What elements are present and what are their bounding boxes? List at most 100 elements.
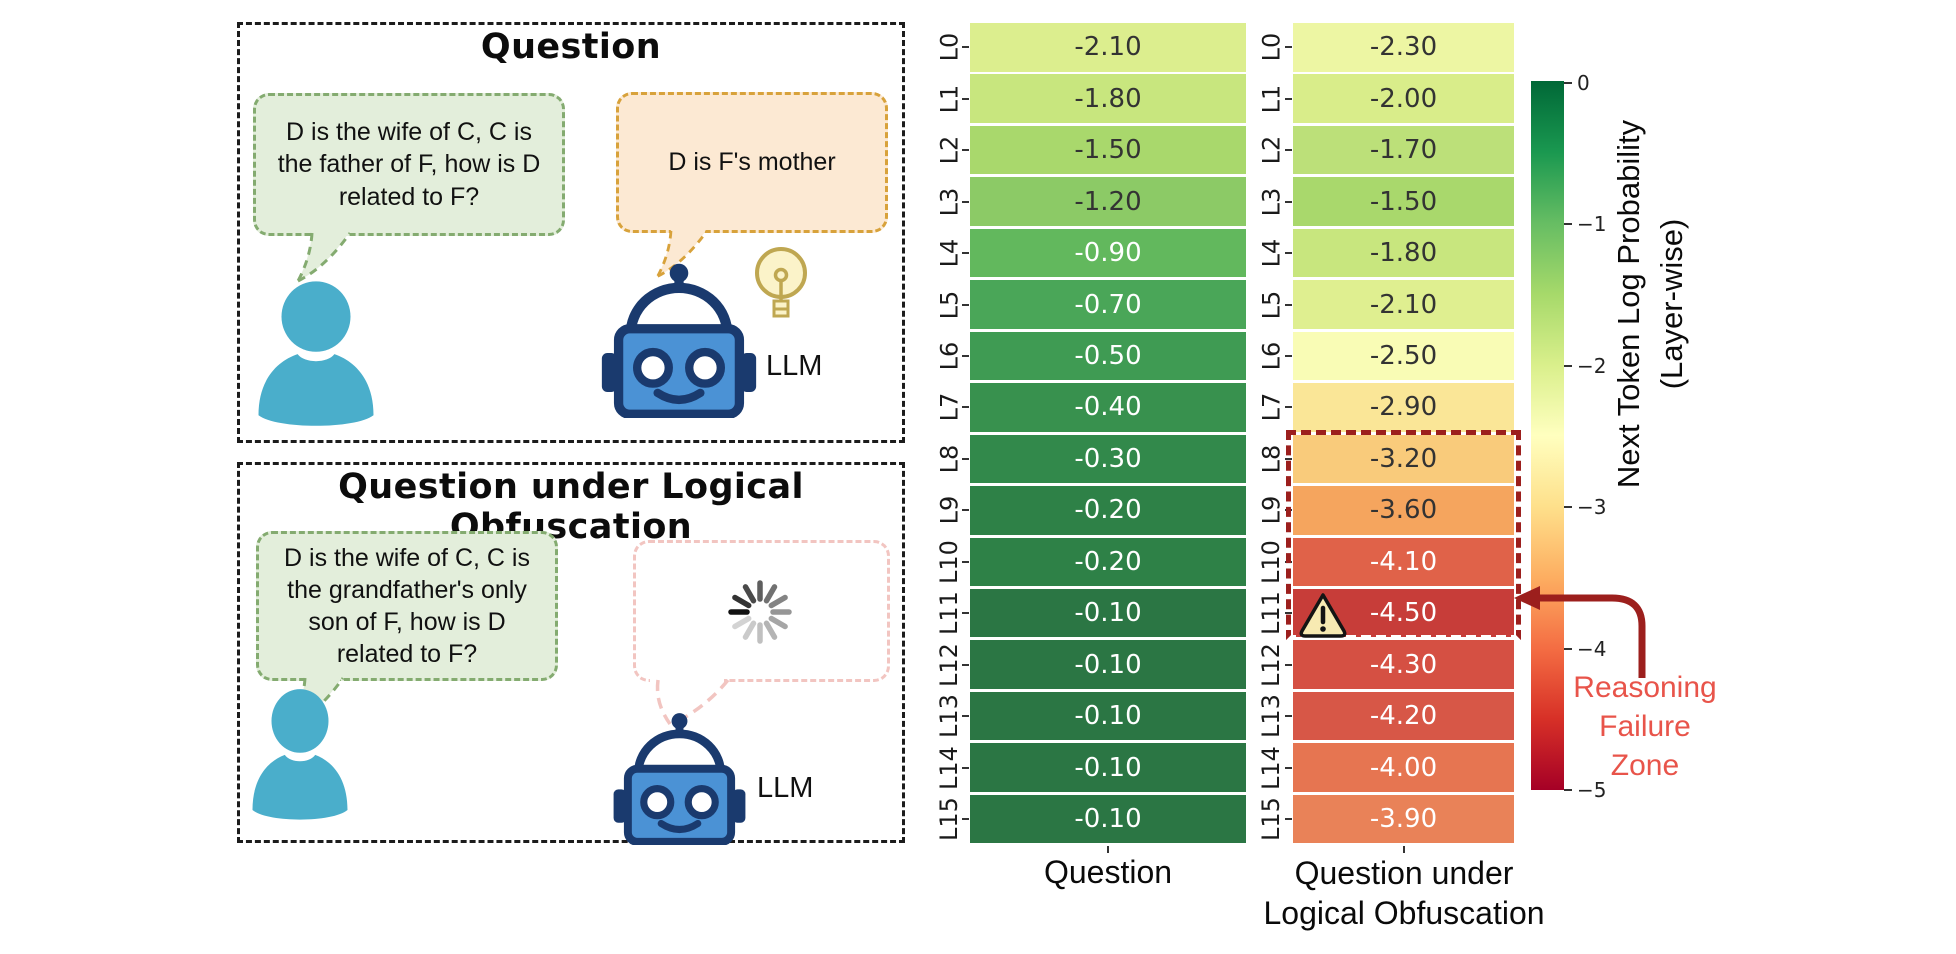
colorbar-tick-label: 0 [1577, 71, 1590, 95]
heatmap-cell: -1.50 [970, 125, 1246, 175]
row-label: L15 [935, 797, 964, 841]
row-label: L12 [1257, 642, 1286, 687]
spinner-spoke [742, 584, 757, 604]
axis-tick [962, 560, 969, 563]
heatmap-cell: -3.60 [1293, 486, 1514, 535]
user-question-text: D is the wife of C, C is the father of F… [277, 117, 541, 211]
row-label: L5 [1256, 290, 1285, 319]
heatmap-cell: -2.10 [970, 23, 1246, 72]
llm-answer-bubble: D is F's mother [616, 92, 888, 233]
heatmap-cell: -3.20 [1293, 434, 1514, 484]
colorbar-tick-label: −1 [1577, 212, 1607, 237]
axis-tick [962, 406, 969, 409]
axis-tick [1285, 97, 1292, 100]
colorbar-tick [1564, 506, 1572, 509]
x-axis-label-obfuscated-line2: Logical Obfuscation [1263, 895, 1545, 931]
heatmap-cell: -1.80 [970, 74, 1246, 123]
axis-tick [962, 46, 969, 49]
row-label: L2 [1256, 135, 1285, 165]
axis-tick [1285, 303, 1292, 306]
row-label: L14 [1257, 745, 1286, 790]
row-label: L15 [1257, 797, 1286, 841]
colorbar-tick [1564, 82, 1572, 84]
user-obfuscated-bubble: D is the wife of C, C is the grandfather… [256, 531, 558, 681]
row-label: L4 [1256, 238, 1285, 268]
row-label: L2 [934, 135, 963, 165]
colorbar-tick-label: −5 [1577, 778, 1607, 802]
warning-icon [1299, 593, 1347, 638]
heatmap-cell: -2.50 [1293, 331, 1514, 381]
row-label: L0 [1256, 32, 1285, 62]
axis-tick [962, 818, 969, 820]
colorbar-tick-label: −3 [1577, 495, 1607, 520]
row-label: L6 [934, 341, 963, 371]
heatmap-cell: -0.20 [970, 486, 1246, 535]
speech-bubble-tail [296, 231, 352, 283]
reasoning-failure-line2: Failure [1599, 710, 1691, 743]
row-label: L10 [935, 539, 964, 584]
colorbar-title-line1: Next Token Log Probability [1611, 119, 1646, 489]
row-label: L13 [1257, 694, 1286, 739]
reasoning-failure-zone-label: Reasoning Failure Zone [1545, 668, 1745, 785]
axis-tick [962, 715, 969, 718]
row-label: L0 [934, 32, 963, 62]
user-icon [243, 687, 357, 827]
axis-tick [1285, 663, 1292, 666]
row-label: L11 [1257, 591, 1286, 636]
question-panel-title: Question [480, 27, 662, 67]
axis-tick [1285, 149, 1292, 152]
heatmap-cell: -4.00 [1293, 743, 1514, 792]
heatmap-cell: -2.10 [1293, 280, 1514, 329]
axis-tick [962, 252, 969, 255]
heatmap-cell: -2.00 [1293, 74, 1514, 123]
row-label: L7 [1256, 393, 1285, 422]
heatmap-cell: -2.30 [1293, 23, 1514, 72]
row-label: L8 [934, 444, 963, 474]
heatmap-cell: -4.30 [1293, 640, 1514, 689]
row-label: L3 [934, 187, 963, 216]
axis-tick [1403, 846, 1405, 853]
reasoning-failure-arrow [1514, 586, 1646, 678]
colorbar-tick [1564, 223, 1572, 226]
llm-answer-text: D is F's mother [668, 148, 836, 177]
spinner-spoke [768, 615, 788, 630]
row-label: L12 [935, 642, 964, 687]
user-icon [247, 279, 385, 434]
reasoning-failure-line3: Zone [1610, 749, 1680, 782]
heatmap-cell: -0.10 [970, 691, 1246, 741]
spinner-spoke [742, 620, 757, 640]
heatmap-cell: -0.50 [970, 331, 1246, 381]
heatmap-cell: -0.10 [970, 794, 1246, 844]
llm-label: LLM [766, 350, 823, 382]
heatmap-cell: -4.10 [1293, 537, 1514, 586]
row-label: L5 [934, 290, 963, 319]
axis-tick [962, 149, 969, 152]
axis-tick [962, 663, 969, 666]
heatmap-cell: -0.10 [970, 640, 1246, 689]
spinner-spoke [763, 584, 778, 604]
axis-tick [962, 97, 969, 100]
colorbar-tick [1564, 647, 1572, 650]
heatmap-cell: -0.20 [970, 537, 1246, 586]
axis-tick [962, 509, 969, 512]
axis-tick [962, 355, 969, 357]
row-label: L4 [934, 238, 963, 268]
x-axis-label-question: Question [1043, 854, 1173, 890]
row-label: L13 [935, 694, 964, 739]
heatmap-cell: -0.70 [970, 280, 1246, 329]
row-label: L10 [1257, 539, 1286, 584]
axis-tick [962, 457, 969, 460]
spinner-spoke [763, 620, 778, 640]
colorbar-tick-label: −4 [1577, 636, 1607, 661]
speech-bubble-tail [650, 676, 730, 726]
heatmap-cell: -0.40 [970, 383, 1246, 432]
colorbar-tick-label: −2 [1577, 353, 1607, 378]
axis-tick [1285, 46, 1292, 49]
axis-tick [1285, 818, 1292, 820]
row-label: L9 [1256, 495, 1285, 525]
lightbulb-icon [755, 247, 807, 318]
heatmap-cell: -0.30 [970, 434, 1246, 484]
spinner-spoke [732, 594, 752, 609]
axis-tick [962, 612, 969, 615]
